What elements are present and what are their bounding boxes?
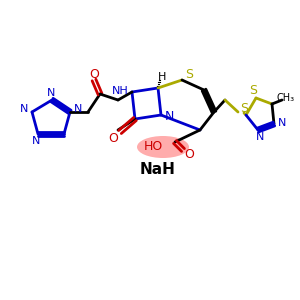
Text: S: S [185,68,193,82]
Ellipse shape [137,136,189,158]
Text: N: N [32,136,40,146]
Text: CH₃: CH₃ [277,93,295,103]
Text: O: O [108,131,118,145]
Text: N: N [74,104,82,114]
Text: S: S [240,101,248,115]
Text: HO: HO [143,140,163,154]
Text: N: N [20,104,28,114]
Text: H: H [158,72,166,82]
Text: N: N [278,118,286,128]
Text: S: S [249,83,257,97]
Text: NaH: NaH [140,163,176,178]
Text: NH: NH [112,86,128,96]
Text: N: N [47,88,55,98]
Text: O: O [89,68,99,80]
Text: N: N [256,132,264,142]
Text: N: N [164,110,174,124]
Text: O: O [184,148,194,160]
